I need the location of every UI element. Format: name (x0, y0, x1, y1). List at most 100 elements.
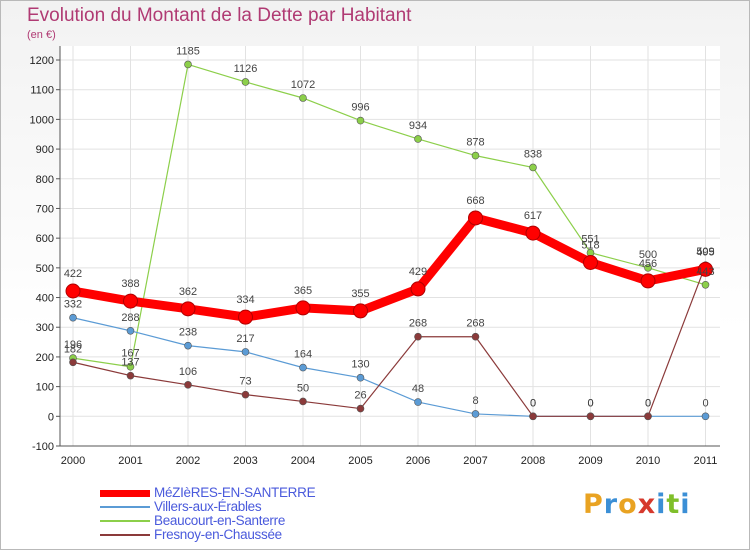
y-tick-label: 0 (48, 411, 54, 423)
data-point (410, 281, 426, 297)
data-label: 365 (294, 285, 312, 297)
legend-swatch (100, 520, 150, 522)
logo-letter: x (637, 489, 657, 520)
data-point (529, 163, 537, 172)
data-label: 334 (236, 294, 254, 306)
data-label: 617 (524, 210, 542, 222)
logo-letter: r (603, 489, 619, 520)
y-tick-label: 400 (36, 293, 54, 305)
data-point (644, 264, 652, 272)
data-label: 137 (121, 357, 139, 369)
data-point (529, 412, 537, 421)
data-label: 838 (524, 148, 542, 160)
data-point (180, 301, 196, 317)
logo-letter: t (666, 489, 681, 520)
y-tick-label: 1100 (30, 85, 54, 97)
data-point (701, 412, 710, 421)
data-label: 456 (639, 258, 657, 270)
data-point (65, 283, 81, 299)
x-tick-label: 2006 (406, 455, 430, 467)
legend-label: Villers-aux-Érables (154, 499, 262, 514)
data-label: 1072 (291, 79, 315, 91)
data-point (644, 412, 652, 421)
data-label: 1185 (176, 45, 200, 57)
data-point (184, 341, 192, 350)
data-point (299, 94, 307, 102)
y-tick-label: 100 (36, 382, 54, 394)
data-label: 8 (472, 395, 478, 407)
data-label: 495 (696, 246, 714, 258)
series-line (72, 63, 707, 368)
data-point (471, 332, 480, 341)
data-label: 509 (696, 246, 714, 258)
data-point (126, 371, 135, 380)
data-label: 0 (587, 397, 593, 409)
data-label: 164 (294, 349, 312, 361)
data-label: 26 (354, 390, 366, 402)
data-label: 268 (409, 318, 427, 330)
series-line (72, 264, 707, 417)
data-label: 196 (64, 339, 82, 351)
data-point (238, 309, 253, 325)
data-point (123, 293, 138, 309)
y-tick-label: -100 (32, 441, 54, 453)
data-label: 332 (64, 299, 82, 311)
legend-swatch (100, 506, 150, 508)
data-label: 0 (587, 397, 593, 409)
data-label: 934 (409, 120, 427, 132)
data-label: 217 (236, 333, 254, 345)
data-point (241, 390, 250, 399)
data-label: 0 (645, 397, 651, 409)
data-point (698, 261, 713, 277)
data-point (701, 280, 710, 289)
data-point (414, 135, 422, 143)
y-tick-label: 300 (36, 322, 54, 334)
y-tick-label: 1000 (30, 114, 54, 126)
data-label: 388 (121, 278, 139, 290)
x-tick-label: 2004 (291, 455, 315, 467)
data-label: 355 (351, 288, 369, 300)
data-label: 362 (179, 286, 197, 298)
unit-label: (en €) (27, 29, 56, 41)
x-tick-label: 2005 (348, 455, 372, 467)
data-point (241, 348, 250, 356)
y-tick-label: 700 (36, 203, 54, 215)
y-tick-label: 800 (36, 174, 54, 186)
data-point (241, 78, 250, 86)
legend-label: Beaucourt-en-Santerre (154, 513, 286, 528)
data-label: 167 (121, 348, 139, 360)
data-point (583, 255, 598, 271)
data-point (295, 300, 311, 316)
data-point (299, 397, 307, 406)
data-label: 668 (466, 195, 484, 207)
data-label: 1126 (234, 63, 258, 75)
chart-title: Evolution du Montant de la Dette par Hab… (27, 5, 412, 26)
logo-letter: i (680, 489, 691, 520)
x-tick-label: 2009 (578, 455, 602, 467)
data-label: 500 (639, 249, 657, 261)
data-point (69, 313, 77, 322)
legend-label: Fresnoy-en-Chaussée (154, 527, 282, 542)
data-point (356, 373, 365, 382)
y-tick-label: 600 (36, 233, 54, 245)
data-point (353, 303, 368, 319)
legend-swatch (100, 490, 150, 497)
data-label: 0 (645, 397, 651, 409)
data-label: 268 (466, 318, 484, 330)
data-label: 106 (179, 366, 197, 378)
series-0 (65, 210, 713, 325)
data-point (356, 116, 365, 125)
data-point (468, 210, 483, 226)
data-label: 238 (179, 327, 197, 339)
proxiti-logo: Proxiti (583, 489, 691, 520)
data-point (586, 412, 595, 421)
series-2 (69, 60, 710, 371)
data-point (525, 225, 541, 241)
data-point (640, 273, 656, 289)
data-label: 996 (351, 102, 369, 114)
y-tick-label: 900 (36, 144, 54, 156)
data-point (184, 381, 192, 389)
data-point (471, 151, 480, 160)
data-point (69, 358, 77, 367)
